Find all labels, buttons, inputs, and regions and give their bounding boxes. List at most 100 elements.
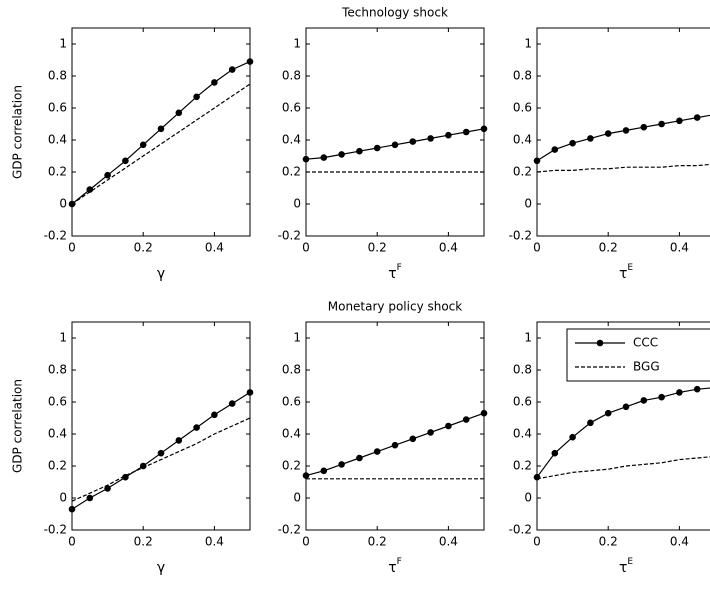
y-tick-label: 0.8	[513, 69, 532, 83]
data-point	[445, 131, 452, 139]
x-axis-label: τE	[619, 263, 633, 283]
data-point	[356, 454, 363, 462]
data-point	[228, 66, 236, 73]
data-point	[587, 135, 594, 142]
legend-box	[566, 328, 710, 382]
y-tick-label: 0.8	[48, 363, 67, 377]
y-tick-label: -0.2	[509, 523, 532, 537]
x-tick-label: 0.2	[134, 241, 153, 255]
data-point	[604, 409, 612, 417]
data-point	[640, 123, 648, 131]
data-point	[445, 422, 452, 430]
data-point	[480, 125, 488, 133]
y-tick-label: 0.6	[513, 395, 532, 409]
data-point	[246, 389, 254, 396]
data-point	[302, 472, 310, 479]
data-point	[427, 429, 434, 436]
data-point	[587, 419, 594, 427]
data-point	[86, 494, 94, 502]
data-point	[211, 411, 218, 419]
data-point	[622, 403, 630, 411]
x-tick-label: 0	[68, 535, 76, 549]
data-point	[338, 461, 345, 468]
data-point	[211, 79, 218, 86]
x-axis-label-base: τ	[388, 266, 396, 282]
legend-label: BGG	[633, 360, 660, 374]
y-tick-label: 0.2	[48, 165, 67, 179]
y-tick-label: 0.4	[48, 427, 67, 441]
x-tick-label: 0.4	[205, 535, 224, 549]
data-point	[533, 473, 541, 481]
y-tick-label: 0.2	[282, 459, 301, 473]
y-axis-label: GDP correlation	[11, 379, 25, 473]
y-tick-label: 0.4	[513, 133, 532, 147]
data-point	[462, 416, 470, 423]
data-point	[569, 139, 576, 147]
plot-frame	[305, 321, 485, 531]
data-point	[320, 154, 328, 161]
y-tick-label: 1	[59, 331, 67, 345]
data-point	[693, 385, 701, 393]
legend-marker	[596, 339, 604, 347]
y-tick-label: 0.2	[282, 165, 301, 179]
x-axis-label-base: τ	[388, 560, 396, 576]
data-point	[551, 146, 559, 153]
x-axis-label-sup: E	[627, 557, 633, 567]
data-line	[71, 417, 251, 502]
y-tick-label: 0.4	[513, 427, 532, 441]
x-tick-label: 0	[68, 241, 76, 255]
data-point	[122, 473, 129, 481]
data-point	[373, 144, 381, 152]
data-point	[356, 147, 363, 155]
data-point	[622, 127, 630, 134]
y-tick-label: 0	[59, 197, 67, 211]
y-tick-label: 0.4	[282, 133, 301, 147]
x-axis-label-base: γ	[157, 266, 165, 282]
data-point	[139, 141, 147, 149]
x-tick-label: 0.2	[599, 241, 618, 255]
y-tick-label: 1	[524, 37, 532, 51]
x-axis-label: γ	[157, 266, 165, 282]
x-tick-label: 0	[533, 535, 541, 549]
plot-frame	[71, 321, 251, 531]
data-point	[391, 141, 399, 149]
y-tick-label: 0.6	[48, 395, 67, 409]
data-point	[302, 155, 310, 163]
data-point	[157, 449, 165, 457]
plot-frame	[305, 27, 485, 237]
data-point	[122, 157, 129, 165]
data-point	[193, 424, 200, 431]
y-tick-label: 0.8	[282, 69, 301, 83]
plot-frame	[536, 27, 710, 237]
x-axis-label-sup: E	[627, 263, 633, 273]
y-axis-label: GDP correlation	[11, 85, 25, 179]
panel: -0.200.20.40.60.810 0.2 0.4τE	[509, 27, 710, 283]
y-tick-label: 0	[293, 197, 301, 211]
y-tick-label: 0.2	[513, 459, 532, 473]
x-axis-label-sup: F	[397, 263, 402, 273]
data-point	[68, 505, 76, 513]
data-point	[640, 397, 648, 404]
data-line	[536, 163, 710, 173]
y-tick-label: -0.2	[509, 229, 532, 243]
y-tick-label: 0.6	[282, 101, 301, 115]
x-axis-label: τF	[388, 557, 402, 577]
y-tick-label: 0	[59, 491, 67, 505]
y-tick-label: 0	[524, 491, 532, 505]
x-axis-label: γ	[157, 560, 165, 576]
data-line	[536, 114, 710, 162]
data-point	[658, 120, 665, 128]
y-tick-label: 1	[524, 331, 532, 345]
x-axis-label-sup: F	[397, 557, 402, 567]
y-tick-label: 0.8	[282, 363, 301, 377]
data-point	[175, 437, 183, 444]
data-point	[139, 462, 147, 470]
y-tick-label: 0.2	[513, 165, 532, 179]
data-point	[693, 114, 701, 121]
data-point	[427, 135, 434, 142]
y-tick-label: 1	[293, 331, 301, 345]
